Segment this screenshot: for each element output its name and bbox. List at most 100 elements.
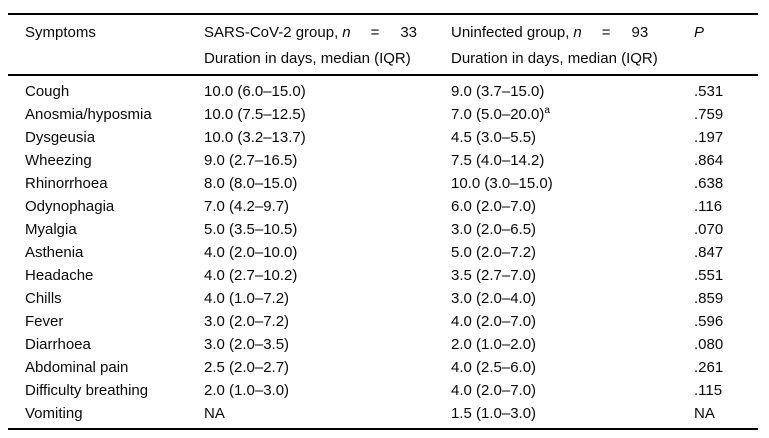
- table-row: Dysgeusia 10.0 (3.2–13.7) 4.5 (3.0–5.5) .19…: [8, 126, 758, 149]
- sars-group-subtitle: Duration in days, median (IQR): [204, 49, 411, 67]
- sars-duration-cell: 3.0 (2.0–3.5): [204, 336, 290, 353]
- p-value-cell: .531: [694, 83, 724, 100]
- symptoms-header-label: Symptoms: [25, 23, 96, 41]
- uninfected-duration-cell: 4.5 (3.0–5.5): [451, 129, 537, 146]
- sars-duration-cell: 2.5 (2.0–2.7): [204, 359, 290, 376]
- p-value-cell: .116: [694, 198, 723, 215]
- table-header-row-1: Symptoms SARS-CoV-2 group, n = 33 Uninfecte…: [8, 15, 758, 50]
- symptom-cell: Wheezing: [25, 152, 92, 169]
- p-value-cell: .261: [694, 359, 724, 376]
- table-row: Asthenia 4.0 (2.0–10.0) 5.0 (2.0–7.2) .847: [8, 241, 758, 264]
- sars-duration-cell: 9.0 (2.7–16.5): [204, 152, 298, 169]
- symptom-cell: Difficulty breathing: [25, 382, 149, 399]
- uninfected-duration-cell: 7.0 (5.0–20.0)a: [451, 105, 550, 124]
- sars-duration-cell: 2.0 (1.0–3.0): [204, 382, 290, 399]
- uninfected-duration-cell: 6.0 (2.0–7.0): [451, 198, 537, 215]
- p-value-cell: .115: [694, 382, 723, 399]
- p-value-cell: .551: [694, 267, 724, 284]
- uninfected-group-count: 93: [631, 23, 649, 41]
- p-value-cell: .638: [694, 175, 724, 192]
- sars-group-equals: =: [370, 23, 380, 41]
- footnote-marker: a: [544, 105, 550, 116]
- symptom-cell: Odynophagia: [25, 198, 115, 215]
- sars-duration-cell: 4.0 (2.7–10.2): [204, 267, 298, 284]
- uninfected-duration-cell: 3.0 (2.0–6.5): [451, 221, 537, 238]
- table-bottom-rule: [8, 428, 758, 430]
- p-value-cell: .070: [694, 221, 724, 238]
- table-top-rule: [8, 13, 758, 15]
- symptom-cell: Abdominal pain: [25, 359, 129, 376]
- p-value-cell: .864: [694, 152, 724, 169]
- symptom-cell: Asthenia: [25, 244, 84, 261]
- table-row: Vomiting NA 1.5 (1.0–3.0) NA: [8, 402, 758, 425]
- table-body: Cough 10.0 (6.0–15.0) 9.0 (3.7–15.0) .531 An…: [8, 76, 758, 428]
- uninfected-group-subtitle: Duration in days, median (IQR): [451, 49, 658, 67]
- symptom-cell: Headache: [25, 267, 94, 284]
- table-row: Chills 4.0 (1.0–7.2) 3.0 (2.0–4.0) .859: [8, 287, 758, 310]
- symptom-cell: Diarrhoea: [25, 336, 91, 353]
- table-row: Fever 3.0 (2.0–7.2) 4.0 (2.0–7.0) .596: [8, 310, 758, 333]
- table-row: Difficulty breathing 2.0 (1.0–3.0) 4.0 (2.…: [8, 379, 758, 402]
- p-value-cell: .197: [694, 129, 724, 146]
- table-row: Myalgia 5.0 (3.5–10.5) 3.0 (2.0–6.5) .070: [8, 218, 758, 241]
- p-value-cell: NA: [694, 405, 715, 422]
- uninfected-duration-cell: 3.0 (2.0–4.0): [451, 290, 537, 307]
- uninfected-group-subheader: Duration in days, median (IQR): [451, 50, 694, 67]
- sars-group-n-symbol: n: [342, 23, 351, 41]
- uninfected-duration-cell: 4.0 (2.5–6.0): [451, 359, 537, 376]
- table-row: Rhinorrhoea 8.0 (8.0–15.0) 10.0 (3.0–15.0)…: [8, 172, 758, 195]
- symptom-cell: Chills: [25, 290, 62, 307]
- uninfected-duration-cell: 5.0 (2.0–7.2): [451, 244, 537, 261]
- column-header-symptoms: Symptoms: [8, 24, 204, 41]
- table-header: Symptoms SARS-CoV-2 group, n = 33 Uninfecte…: [8, 15, 758, 74]
- sars-duration-cell: 10.0 (7.5–12.5): [204, 106, 306, 123]
- symptom-cell: Rhinorrhoea: [25, 175, 108, 192]
- table-row: Abdominal pain 2.5 (2.0–2.7) 4.0 (2.5–6.0)…: [8, 356, 758, 379]
- uninfected-duration-cell: 7.5 (4.0–14.2): [451, 152, 545, 169]
- sars-group-label: SARS-CoV-2 group,: [204, 23, 339, 41]
- symptom-cell: Cough: [25, 83, 70, 100]
- table-row: Wheezing 9.0 (2.7–16.5) 7.5 (4.0–14.2) .864: [8, 149, 758, 172]
- sars-duration-cell: 8.0 (8.0–15.0): [204, 175, 298, 192]
- symptom-cell: Fever: [25, 313, 64, 330]
- table-row: Cough 10.0 (6.0–15.0) 9.0 (3.7–15.0) .531: [8, 80, 758, 103]
- p-value-cell: .759: [694, 106, 724, 123]
- column-header-sars-group: SARS-CoV-2 group, n = 33: [204, 24, 451, 41]
- p-value-header-label: P: [694, 23, 705, 41]
- symptom-cell: Anosmia/hyposmia: [25, 106, 152, 123]
- column-header-uninfected-group: Uninfected group, n = 93: [451, 24, 694, 41]
- p-value-cell: .596: [694, 313, 724, 330]
- sars-duration-cell: NA: [204, 405, 225, 422]
- uninfected-group-label: Uninfected group,: [451, 23, 570, 41]
- uninfected-duration-cell: 1.5 (1.0–3.0): [451, 405, 537, 422]
- uninfected-group-n-symbol: n: [573, 23, 582, 41]
- sars-duration-cell: 10.0 (3.2–13.7): [204, 129, 306, 146]
- table-row: Anosmia/hyposmia 10.0 (7.5–12.5) 7.0 (5.0–…: [8, 103, 758, 126]
- uninfected-duration-cell: 9.0 (3.7–15.0): [451, 83, 545, 100]
- symptom-cell: Vomiting: [25, 405, 83, 422]
- p-value-cell: .859: [694, 290, 724, 307]
- sars-duration-cell: 10.0 (6.0–15.0): [204, 83, 306, 100]
- p-value-cell: .080: [694, 336, 724, 353]
- table-row: Headache 4.0 (2.7–10.2) 3.5 (2.7–7.0) .551: [8, 264, 758, 287]
- table-header-row-2: Duration in days, median (IQR) Duration …: [8, 50, 758, 74]
- uninfected-duration-cell: 4.0 (2.0–7.0): [451, 382, 537, 399]
- symptom-cell: Myalgia: [25, 221, 77, 238]
- sars-duration-cell: 4.0 (1.0–7.2): [204, 290, 290, 307]
- sars-group-count: 33: [400, 23, 418, 41]
- uninfected-duration-cell: 2.0 (1.0–2.0): [451, 336, 537, 353]
- column-header-p-value: P: [694, 24, 758, 41]
- sars-duration-cell: 3.0 (2.0–7.2): [204, 313, 290, 330]
- uninfected-duration-cell: 4.0 (2.0–7.0): [451, 313, 537, 330]
- symptom-duration-table: Symptoms SARS-CoV-2 group, n = 33 Uninfecte…: [8, 13, 758, 430]
- sars-group-subheader: Duration in days, median (IQR): [204, 50, 451, 67]
- sars-duration-cell: 4.0 (2.0–10.0): [204, 244, 298, 261]
- uninfected-group-equals: =: [601, 23, 611, 41]
- sars-duration-cell: 7.0 (4.2–9.7): [204, 198, 290, 215]
- p-value-cell: .847: [694, 244, 724, 261]
- sars-duration-cell: 5.0 (3.5–10.5): [204, 221, 298, 238]
- table-row: Odynophagia 7.0 (4.2–9.7) 6.0 (2.0–7.0) .11…: [8, 195, 758, 218]
- symptom-cell: Dysgeusia: [25, 129, 96, 146]
- table-header-rule: [8, 73, 758, 76]
